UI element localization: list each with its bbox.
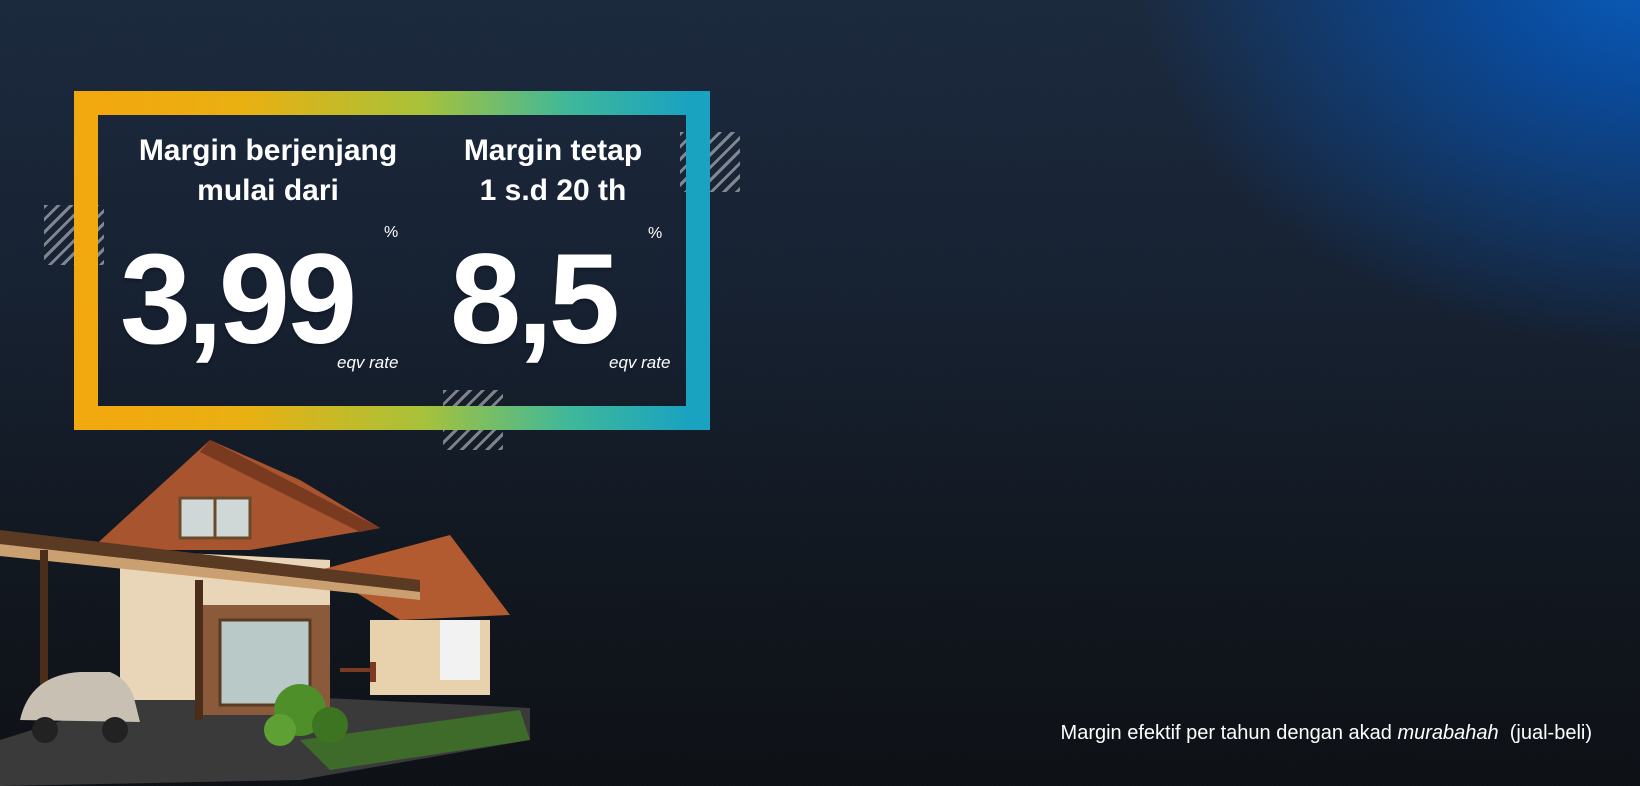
fixed-margin-heading: Margin tetap 1 s.d 20 th [420,131,686,211]
tiered-margin-heading: Margin berjenjang mulai dari [118,131,418,211]
tiered-rate-note: eqv rate [337,353,399,372]
house-illustration [0,440,530,786]
tiered-heading-line1: Margin berjenjang [138,134,398,167]
fixed-heading-line1: Margin tetap [463,134,643,167]
fixed-rate-note: eqv rate [609,353,671,372]
fixed-heading-line2: 1 s.d 20 th [479,174,627,207]
tiered-percent-sign: % [384,224,399,241]
rate-frame [74,91,710,430]
fixed-rate-value: 8,5 [450,228,620,371]
footnote-italic-term: murabahah [1397,722,1499,744]
footnote-prefix: Margin efektif per tahun dengan akad [1060,722,1398,744]
tiered-rate-value: 3,99 [120,228,357,371]
footnote-suffix: (jual-beli) [1498,722,1592,744]
fixed-percent-sign: % [648,225,663,242]
footnote: Margin efektif per tahun dengan akad mur… [1061,722,1592,745]
tiered-heading-line2: mulai dari [197,174,339,207]
